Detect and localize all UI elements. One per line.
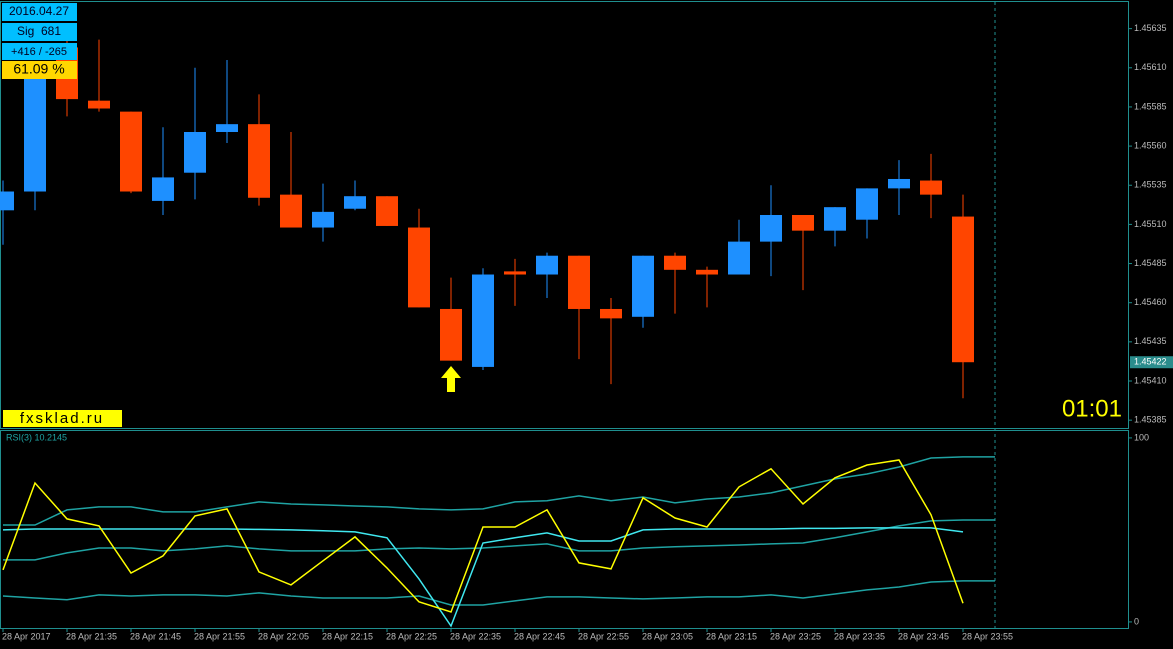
price-pane-border (0, 1, 1129, 429)
candle-body (888, 178, 910, 189)
x-tick-label: 28 Apr 21:55 (194, 631, 245, 641)
x-tick-label: 28 Apr 22:05 (258, 631, 309, 641)
x-tick-label: 28 Apr 23:55 (962, 631, 1013, 641)
rsi-title: RSI(3) 10.2145 (6, 432, 67, 442)
x-tick-label: 28 Apr 23:45 (898, 631, 949, 641)
y-tick-label: 0 (1134, 616, 1139, 626)
y-tick-label: 1.45535 (1134, 180, 1167, 190)
x-tick-label: 28 Apr 22:15 (322, 631, 373, 641)
info-box (2, 61, 77, 79)
info-signal: Sig 681 (17, 24, 61, 38)
y-tick-label: 1.45385 (1134, 415, 1167, 425)
rsi-line (2, 580, 995, 606)
candle-body (504, 271, 526, 275)
last-price-label: 1.45422 (1134, 357, 1167, 367)
candle-body (536, 255, 558, 275)
candle-body (824, 207, 846, 231)
timer: 01:01 (1062, 395, 1122, 422)
x-tick-label: 28 Apr 23:25 (770, 631, 821, 641)
rsi-pane-border (0, 430, 1129, 629)
x-tick-label: 28 Apr 22:25 (386, 631, 437, 641)
candle-body (184, 131, 206, 173)
x-tick-label: 28 Apr 23:15 (706, 631, 757, 641)
candle-body (920, 180, 942, 195)
info-percent: 61.09 % (13, 61, 64, 77)
candle-body (856, 188, 878, 220)
info-box (2, 3, 77, 21)
candle-body (408, 227, 430, 308)
watermark-box (3, 410, 122, 427)
candle-body (728, 241, 750, 275)
candle-body (632, 255, 654, 317)
candle-body (248, 124, 270, 198)
candle-body (152, 177, 174, 201)
x-tick-label: 28 Apr 2017 (2, 631, 51, 641)
candle-body (792, 215, 814, 231)
info-box (2, 23, 77, 41)
candle-body (216, 124, 238, 132)
candle-body (760, 215, 782, 242)
y-tick-label: 100 (1134, 432, 1149, 442)
info-date: 2016.04.27 (9, 4, 69, 18)
y-tick-label: 1.45560 (1134, 140, 1167, 150)
x-tick-label: 28 Apr 23:05 (642, 631, 693, 641)
candle-body (568, 255, 590, 309)
candle-body (472, 274, 494, 367)
y-tick-label: 1.45435 (1134, 336, 1167, 346)
candle-body (376, 196, 398, 226)
info-score: +416 / -265 (11, 46, 67, 58)
candle-body (952, 216, 974, 363)
candle-body (344, 196, 366, 209)
last-price-box (1130, 356, 1173, 369)
candle-body (600, 308, 622, 319)
candle-body (696, 269, 718, 275)
x-tick-label: 28 Apr 23:35 (834, 631, 885, 641)
x-tick-label: 28 Apr 22:55 (578, 631, 629, 641)
y-tick-label: 1.45610 (1134, 62, 1167, 72)
rsi-line (3, 519, 995, 561)
signal-arrow (441, 366, 461, 392)
y-tick-label: 1.45585 (1134, 101, 1167, 111)
y-tick-label: 1.45485 (1134, 258, 1167, 268)
candle-body (312, 211, 334, 228)
candle-body (120, 111, 142, 192)
candle-body (280, 194, 302, 228)
marks: 1.45635 1.45610 1.45585 1.45560 1.45535 1.455… (0, 23, 1173, 641)
candle-body (664, 255, 686, 270)
x-tick-label: 28 Apr 21:45 (130, 631, 181, 641)
candle-body (440, 308, 462, 361)
x-tick-label: 28 Apr 21:35 (66, 631, 117, 641)
y-tick-label: 1.45460 (1134, 297, 1167, 307)
info-box (2, 43, 77, 60)
y-tick-label: 1.45410 (1134, 375, 1167, 385)
rsi-line (3, 456, 995, 526)
x-tick-label: 28 Apr 22:45 (514, 631, 565, 641)
candle-body (88, 100, 110, 109)
watermark: fxsklad.ru (20, 410, 104, 427)
y-tick-label: 1.45510 (1134, 219, 1167, 229)
x-tick-label: 28 Apr 22:35 (450, 631, 501, 641)
candle-body (0, 191, 14, 211)
y-tick-label: 1.45635 (1134, 23, 1167, 33)
candle-body (24, 69, 46, 192)
rsi-line (2, 459, 964, 613)
rsi-line (2, 527, 964, 628)
